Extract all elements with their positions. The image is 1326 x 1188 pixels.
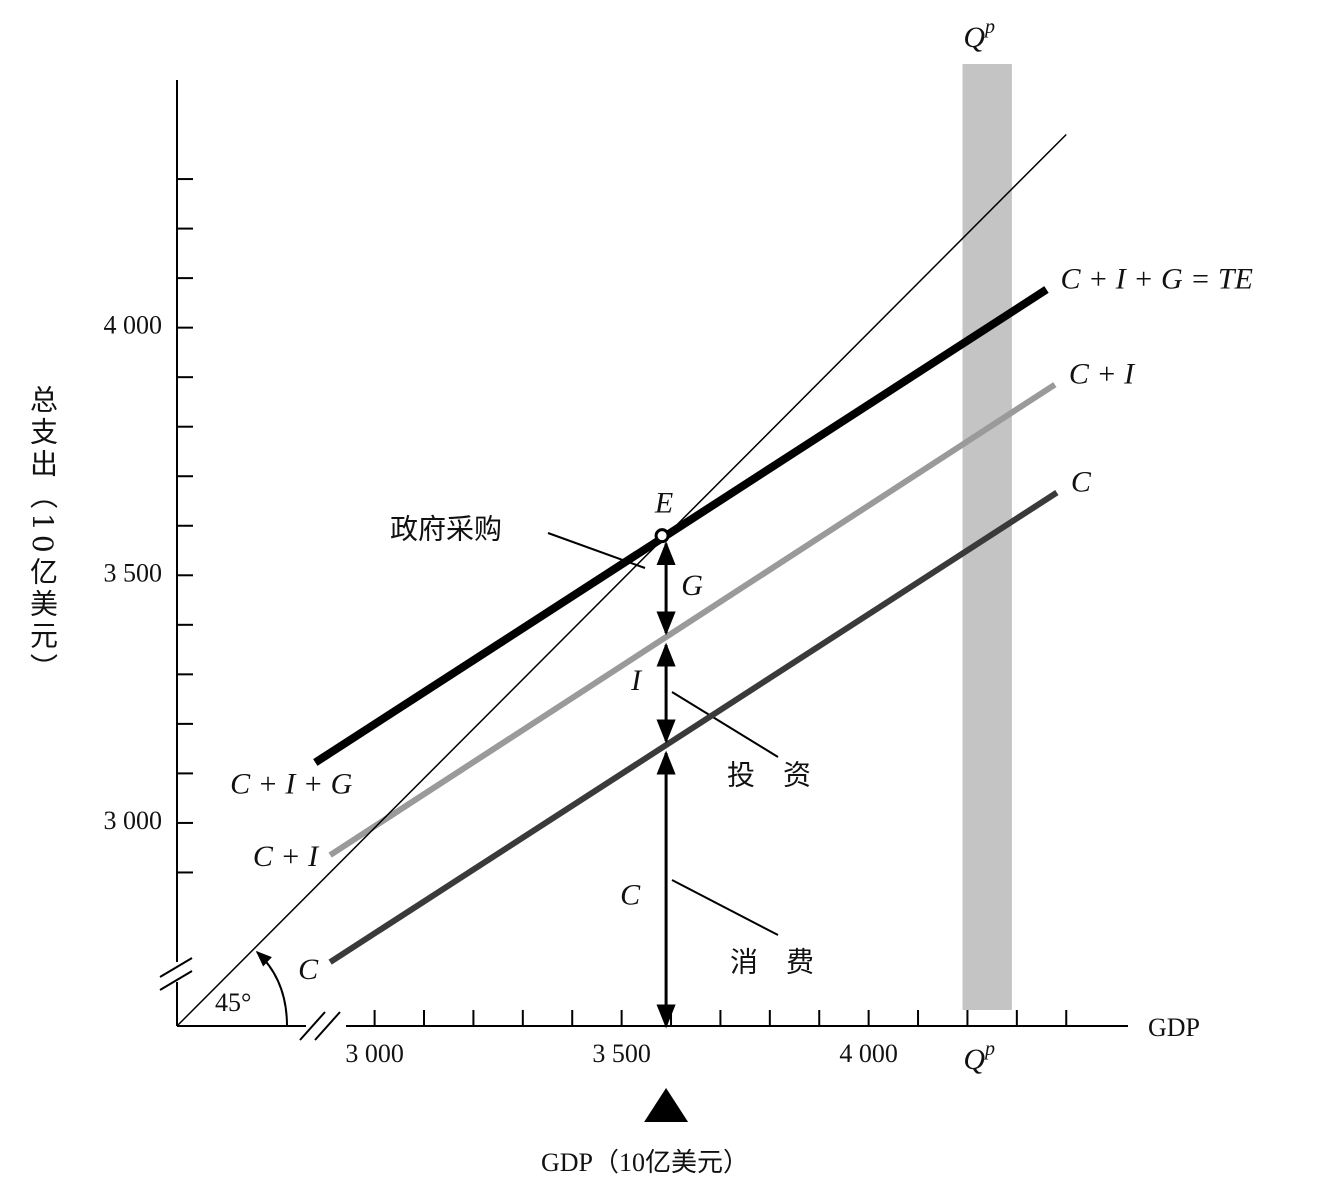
series-line <box>328 490 1059 965</box>
equilibrium-point <box>654 528 670 544</box>
y-axis-label: 总支出（10亿美元） <box>26 385 59 685</box>
series-line <box>176 133 1067 1027</box>
component-label: I <box>630 664 643 697</box>
y-tick-label: 3 500 <box>104 558 163 587</box>
equilibrium-marker <box>644 1088 689 1122</box>
series-start-label: C + I <box>253 840 320 873</box>
x-tick-label: 4 000 <box>839 1039 898 1068</box>
x-tick-label: 3 000 <box>345 1039 404 1068</box>
y-tick-label: 3 000 <box>104 806 163 835</box>
angle-label: 45° <box>215 988 251 1017</box>
component-label: C <box>620 878 641 911</box>
x-axis-name: GDP <box>1148 1013 1200 1042</box>
series-label: C + I + G = TE <box>1060 262 1252 295</box>
axis-break <box>159 957 346 1041</box>
annotation: 政府采购 <box>390 513 502 545</box>
series-line <box>328 382 1057 858</box>
y-tick-label: 4 000 <box>104 311 163 340</box>
series-label: C <box>1071 465 1092 498</box>
x-tick-label: 3 500 <box>592 1039 651 1068</box>
annotation: 投 资 <box>727 759 811 791</box>
series-start-label: C <box>298 953 319 986</box>
band-label: Qp <box>963 16 995 54</box>
band-label: Qp <box>963 1038 995 1076</box>
series-label: C + I <box>1069 357 1136 390</box>
x-axis-label: GDP（10亿美元） <box>541 1148 749 1177</box>
series-start-label: C + I + G <box>230 767 352 800</box>
angle-arc <box>255 950 288 1027</box>
series-line <box>313 286 1049 766</box>
annotation: 消 费 <box>730 946 814 978</box>
component-label: G <box>681 569 703 602</box>
equilibrium-label: E <box>654 487 673 520</box>
